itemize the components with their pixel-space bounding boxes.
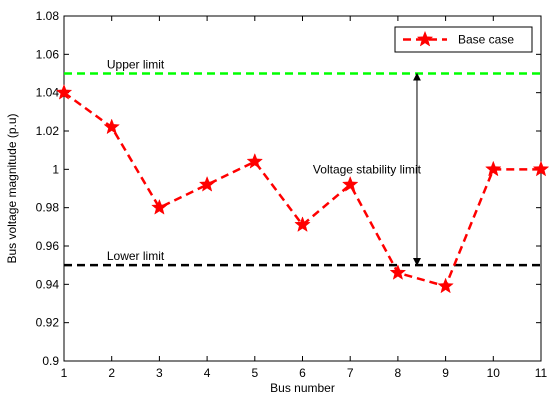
y-tick-label: 1.08 xyxy=(36,9,60,23)
y-tick-label: 0.9 xyxy=(42,354,59,368)
x-tick-label: 8 xyxy=(395,366,402,380)
y-tick-label: 1.06 xyxy=(36,47,60,61)
y-tick-label: 0.94 xyxy=(36,277,60,291)
x-axis-title: Bus number xyxy=(270,381,335,395)
x-tick-label: 6 xyxy=(299,366,306,380)
y-tick-label: 1 xyxy=(52,162,59,176)
x-tick-label: 9 xyxy=(442,366,449,380)
x-tick-label: 4 xyxy=(204,366,211,380)
legend-label: Base case xyxy=(458,33,514,47)
x-tick-label: 2 xyxy=(108,366,115,380)
x-tick-label: 10 xyxy=(487,366,501,380)
upper-limit-label: Upper limit xyxy=(107,58,165,72)
x-tick-label: 1 xyxy=(61,366,68,380)
x-tick-label: 11 xyxy=(535,366,548,380)
y-tick-label: 0.96 xyxy=(36,239,60,253)
x-tick-label: 5 xyxy=(251,366,258,380)
y-tick-label: 1.02 xyxy=(36,124,60,138)
y-tick-label: 0.98 xyxy=(36,201,60,215)
y-axis-title: Bus voltage magnitude (p.u) xyxy=(5,113,19,263)
x-tick-label: 7 xyxy=(347,366,354,380)
stability-limit-label: Voltage stability limit xyxy=(313,162,422,176)
x-tick-label: 3 xyxy=(156,366,163,380)
lower-limit-label: Lower limit xyxy=(107,249,165,263)
y-tick-label: 0.92 xyxy=(36,316,60,330)
y-tick-label: 1.04 xyxy=(36,86,60,100)
